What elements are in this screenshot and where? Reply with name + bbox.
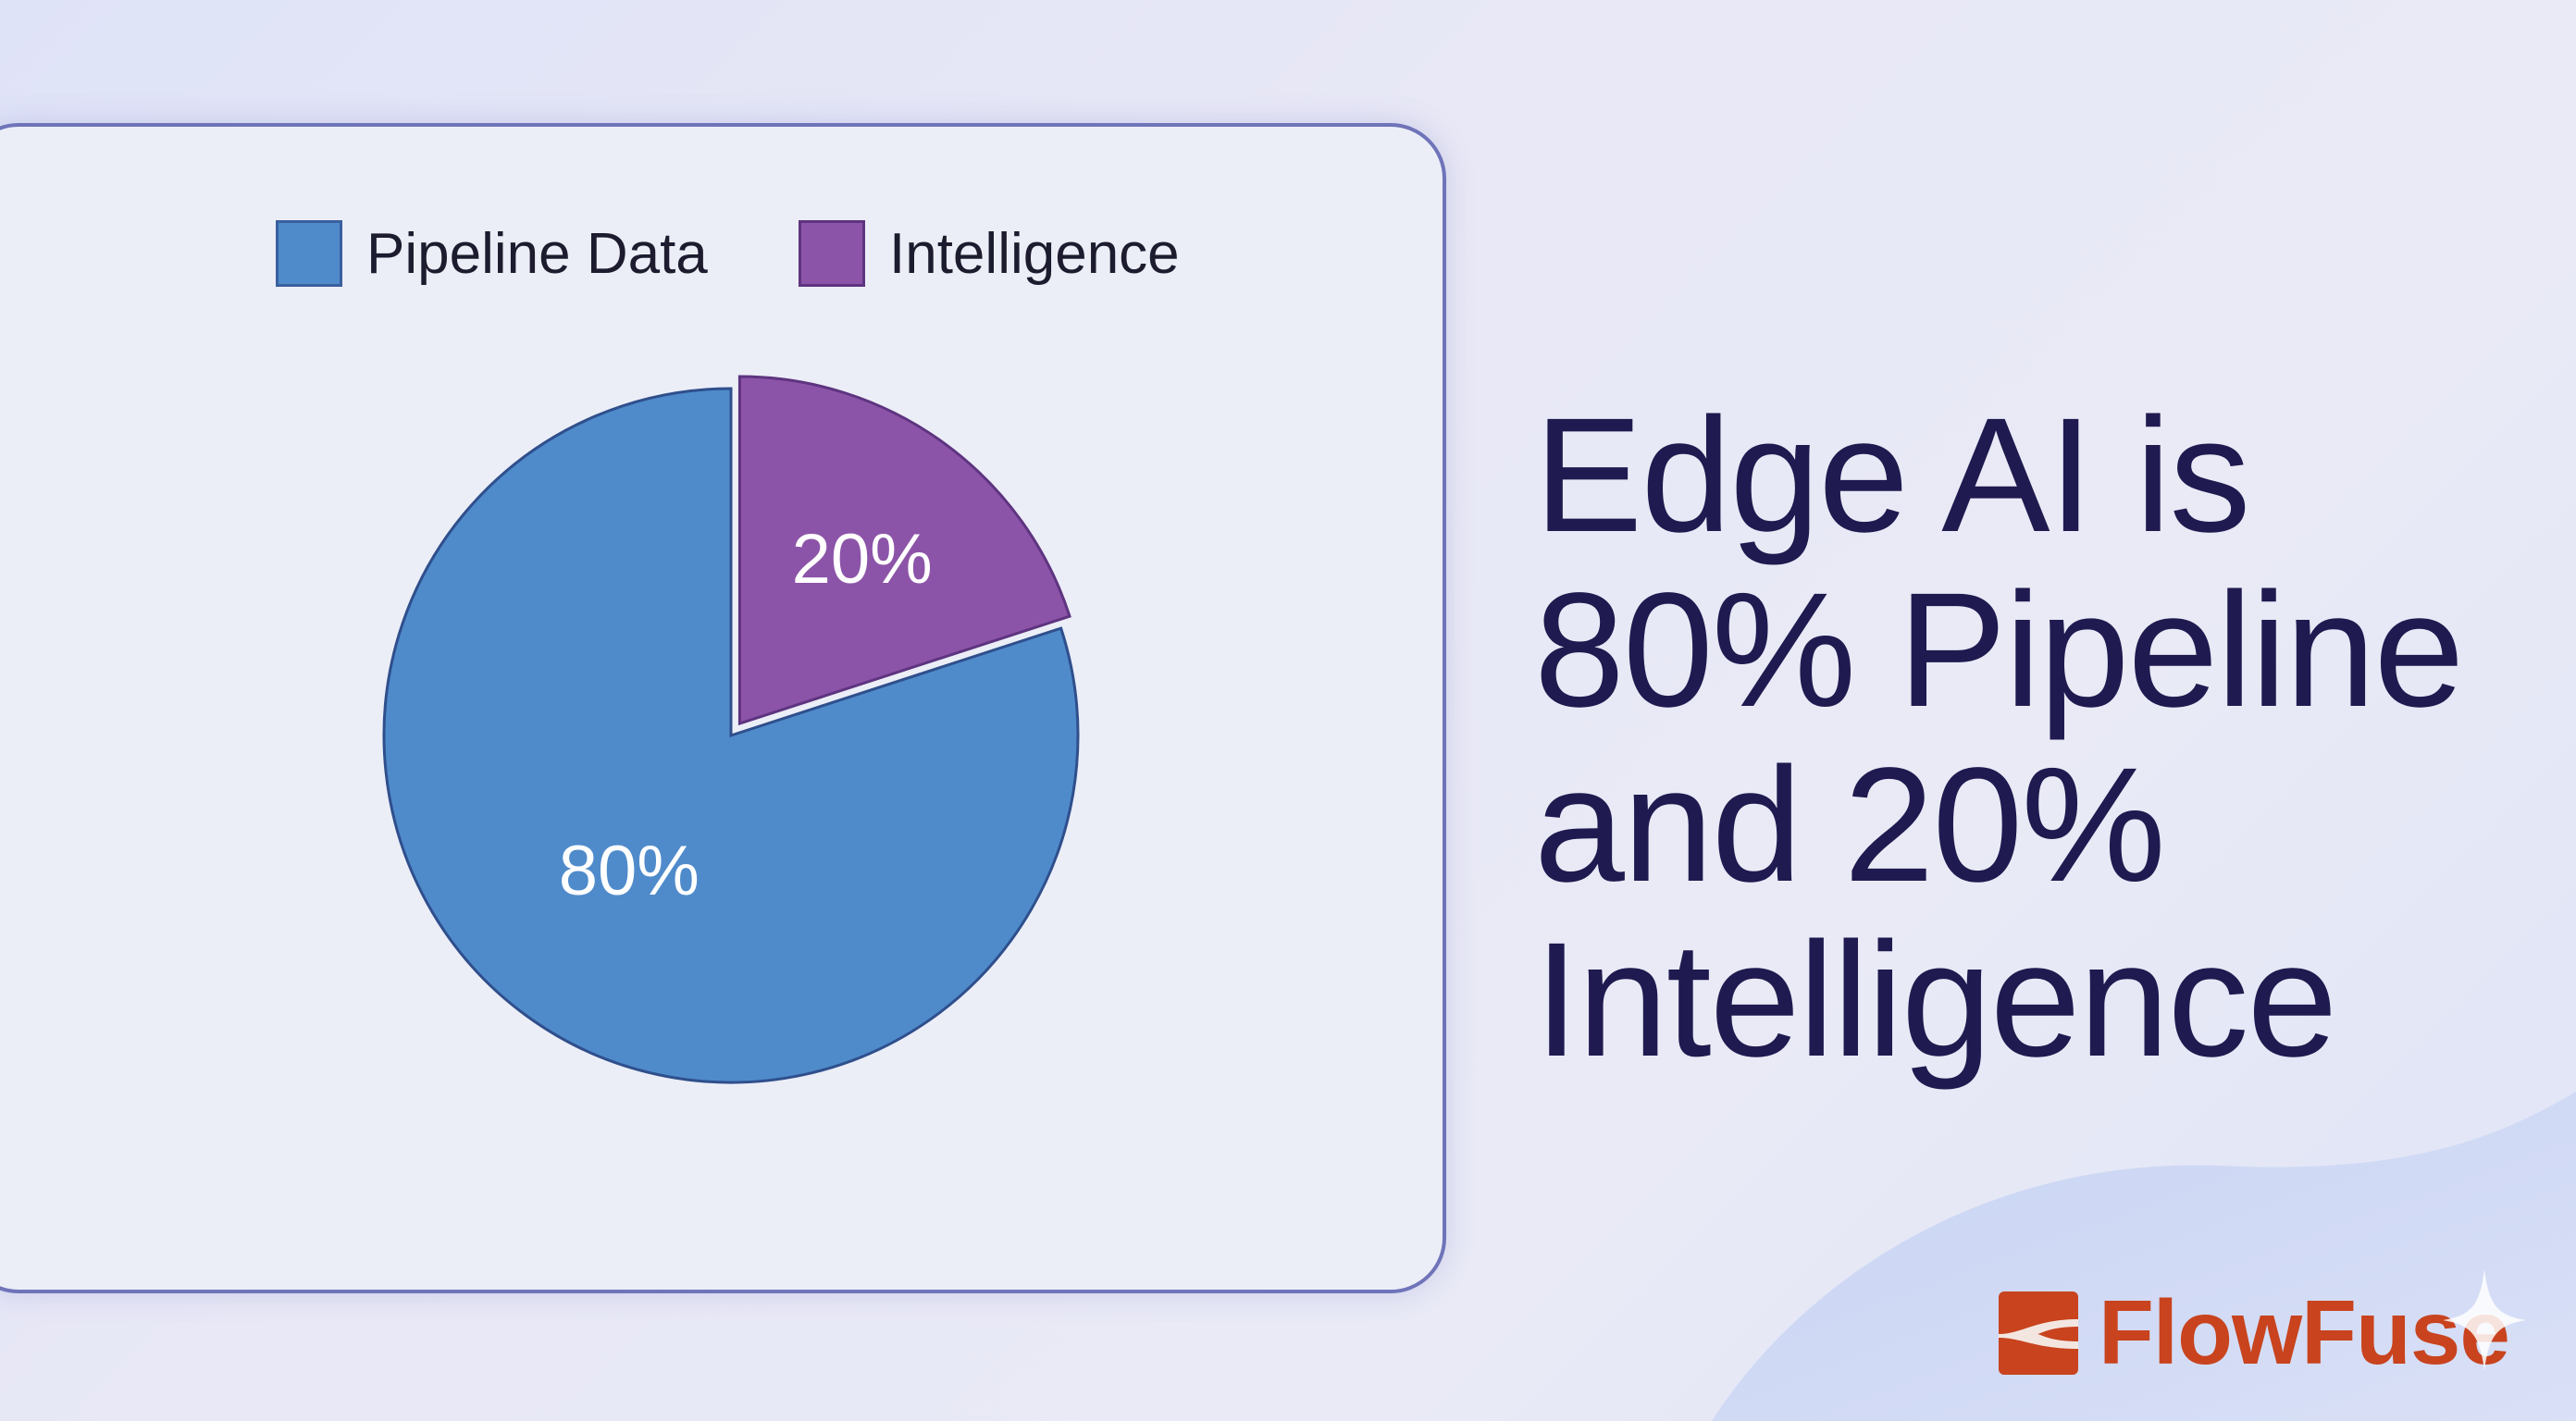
- legend-item-intelligence: Intelligence: [799, 218, 1180, 289]
- chart-card: [0, 123, 1446, 1293]
- brand-name: FlowFuse: [2099, 1281, 2510, 1383]
- pie-slice-intelligence: [737, 375, 1071, 726]
- legend-swatch-pipeline: [276, 220, 342, 287]
- sparkle-icon: [2443, 1269, 2526, 1371]
- headline-line: and 20%: [1534, 735, 2166, 916]
- legend-label: Pipeline Data: [366, 221, 708, 286]
- headline: Edge AI is 80% Pipeline and 20% Intellig…: [1534, 385, 2464, 1091]
- flowfuse-logo: FlowFuse: [1999, 1280, 2510, 1385]
- headline-line: Edge AI is: [1534, 385, 2251, 566]
- pie-data-label: 80%: [559, 832, 700, 910]
- pie-slice-pipeline-data: [382, 387, 1080, 1084]
- legend-label: Intelligence: [889, 221, 1180, 286]
- headline-line: Intelligence: [1534, 909, 2337, 1091]
- pie-data-label: 20%: [792, 520, 933, 599]
- pie-chart: 80% 20%: [382, 375, 1080, 1084]
- legend-swatch-intelligence: [799, 220, 865, 287]
- flowfuse-logo-icon: [1999, 1291, 2078, 1375]
- headline-line: 80% Pipeline: [1534, 560, 2464, 741]
- legend-item-pipeline-data: Pipeline Data: [276, 218, 708, 289]
